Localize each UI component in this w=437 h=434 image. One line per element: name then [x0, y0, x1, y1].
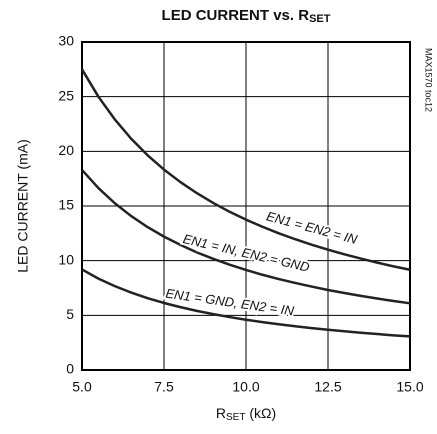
data-line	[80, 68, 411, 271]
x-label-subscript: SET	[226, 412, 245, 423]
y-tick-label: 0	[66, 361, 74, 377]
x-tick-label: 7.5	[154, 379, 174, 395]
x-label-text: (kΩ)	[245, 405, 276, 421]
title-subscript: SET	[309, 13, 331, 25]
x-tick-label: 10.0	[232, 379, 259, 395]
y-axis-label: LED CURRENT (mA)	[15, 139, 31, 273]
data-line	[81, 169, 411, 305]
plot-frame	[81, 41, 411, 371]
y-tick-label: 10	[58, 251, 74, 267]
x-label-text: R	[216, 405, 226, 421]
curve-label: EN1 = GND, EN2 = IN	[165, 286, 296, 319]
y-tick-label: 25	[58, 87, 74, 103]
y-tick-label: 15	[58, 197, 74, 213]
x-tick-label: 12.5	[314, 379, 341, 395]
x-tick-label: 15.0	[396, 379, 423, 395]
curve-label: EN1 = EN2 = IN	[265, 208, 360, 247]
y-tick-label: 5	[66, 306, 74, 322]
note: MAX1570 toc12	[424, 48, 434, 112]
x-tick-label: 5.0	[72, 379, 92, 395]
x-axis-label: RSET (kΩ)	[216, 405, 276, 423]
data-line	[81, 268, 411, 338]
y-tick-label: 20	[58, 142, 74, 158]
y-tick-label: 30	[58, 33, 74, 49]
title-text: LED CURRENT vs. R	[162, 7, 310, 24]
chart-title: LED CURRENT vs. RSET	[162, 7, 331, 25]
